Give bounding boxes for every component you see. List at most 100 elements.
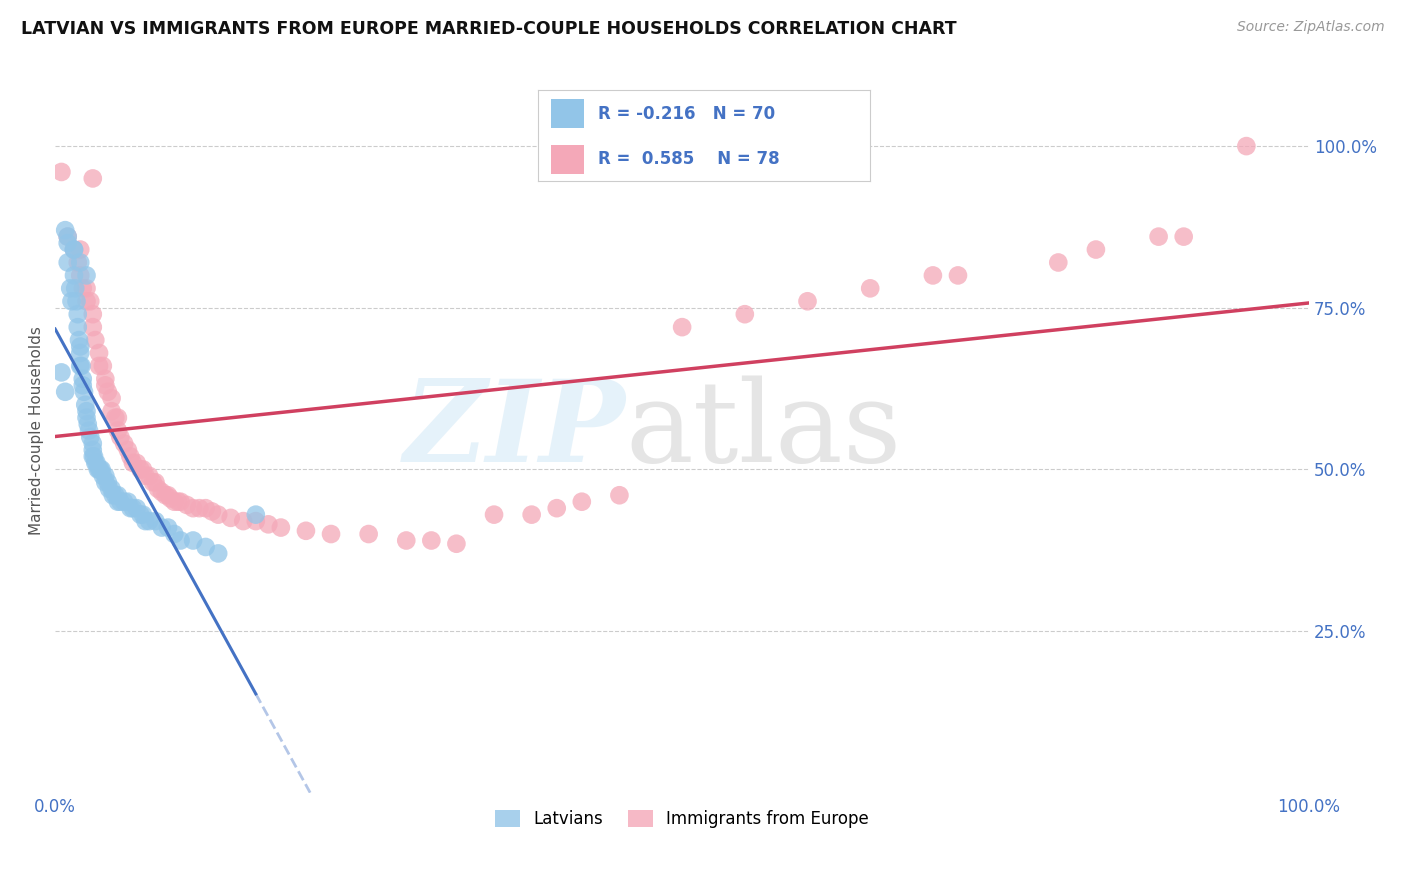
Point — [107, 410, 129, 425]
Point — [245, 508, 267, 522]
Point — [132, 508, 155, 522]
Point — [101, 488, 124, 502]
Text: LATVIAN VS IMMIGRANTS FROM EUROPE MARRIED-COUPLE HOUSEHOLDS CORRELATION CHART: LATVIAN VS IMMIGRANTS FROM EUROPE MARRIE… — [21, 20, 956, 37]
Point — [63, 243, 86, 257]
Point — [87, 462, 110, 476]
Point — [100, 391, 122, 405]
Point — [120, 450, 142, 464]
Point — [66, 320, 89, 334]
Point — [169, 494, 191, 508]
Point — [94, 372, 117, 386]
Point — [104, 488, 127, 502]
Point — [520, 508, 543, 522]
Point — [129, 508, 152, 522]
Point — [89, 462, 111, 476]
Point — [76, 294, 98, 309]
Point — [270, 520, 292, 534]
Point — [91, 359, 114, 373]
Point — [157, 520, 180, 534]
Point — [134, 514, 156, 528]
Point — [132, 462, 155, 476]
Point — [73, 384, 96, 399]
Point — [571, 494, 593, 508]
Point — [87, 462, 110, 476]
Point — [59, 281, 82, 295]
Point — [207, 508, 229, 522]
Point — [107, 488, 129, 502]
Text: ZIP: ZIP — [404, 376, 626, 486]
Point — [69, 243, 91, 257]
Point — [117, 442, 139, 457]
Point — [142, 475, 165, 490]
Point — [84, 333, 107, 347]
Point — [167, 494, 190, 508]
Point — [671, 320, 693, 334]
Point — [734, 307, 756, 321]
Point — [69, 255, 91, 269]
Point — [69, 268, 91, 283]
Point — [159, 491, 181, 506]
Point — [112, 494, 135, 508]
Point — [201, 504, 224, 518]
Point — [69, 339, 91, 353]
Point — [91, 468, 114, 483]
Point — [67, 333, 90, 347]
Point — [295, 524, 318, 538]
Point — [66, 307, 89, 321]
Point — [76, 281, 98, 295]
Point — [82, 450, 104, 464]
Point — [146, 482, 169, 496]
Point — [82, 436, 104, 450]
Point — [122, 456, 145, 470]
Point — [97, 384, 120, 399]
Point — [107, 494, 129, 508]
Point — [129, 462, 152, 476]
Point — [207, 546, 229, 560]
Point — [110, 494, 132, 508]
Point — [150, 520, 173, 534]
Point — [60, 294, 83, 309]
Point — [51, 365, 73, 379]
Point — [194, 501, 217, 516]
Point — [76, 417, 98, 431]
Text: atlas: atlas — [626, 376, 903, 486]
Point — [357, 527, 380, 541]
Point — [70, 359, 93, 373]
Point — [155, 488, 177, 502]
Point — [82, 442, 104, 457]
Point — [1173, 229, 1195, 244]
Point — [53, 384, 76, 399]
Point — [56, 236, 79, 251]
Point — [257, 517, 280, 532]
Point — [163, 527, 186, 541]
Point — [188, 501, 211, 516]
Point — [1234, 139, 1257, 153]
Point — [122, 501, 145, 516]
Point — [63, 243, 86, 257]
Point — [76, 404, 98, 418]
Point — [176, 498, 198, 512]
Point — [83, 450, 105, 464]
Point — [609, 488, 631, 502]
Point — [84, 456, 107, 470]
Point — [72, 281, 94, 295]
Point — [546, 501, 568, 516]
Point — [63, 268, 86, 283]
Point — [859, 281, 882, 295]
Point — [87, 346, 110, 360]
Text: Source: ZipAtlas.com: Source: ZipAtlas.com — [1237, 20, 1385, 34]
Point — [420, 533, 443, 548]
Point — [100, 482, 122, 496]
Point — [219, 511, 242, 525]
Point — [94, 378, 117, 392]
Point — [98, 482, 121, 496]
Point — [194, 540, 217, 554]
Point — [446, 537, 468, 551]
Point — [922, 268, 945, 283]
Point — [82, 171, 104, 186]
Point — [395, 533, 418, 548]
Point — [145, 475, 167, 490]
Point — [1084, 243, 1107, 257]
Point — [86, 456, 108, 470]
Point — [110, 430, 132, 444]
